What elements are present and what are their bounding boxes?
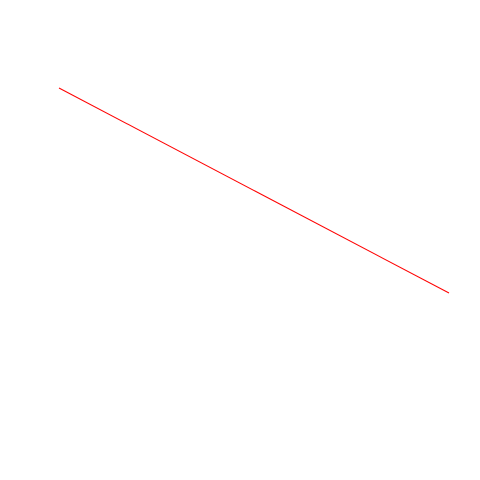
- red-line-segment: [58, 87, 450, 294]
